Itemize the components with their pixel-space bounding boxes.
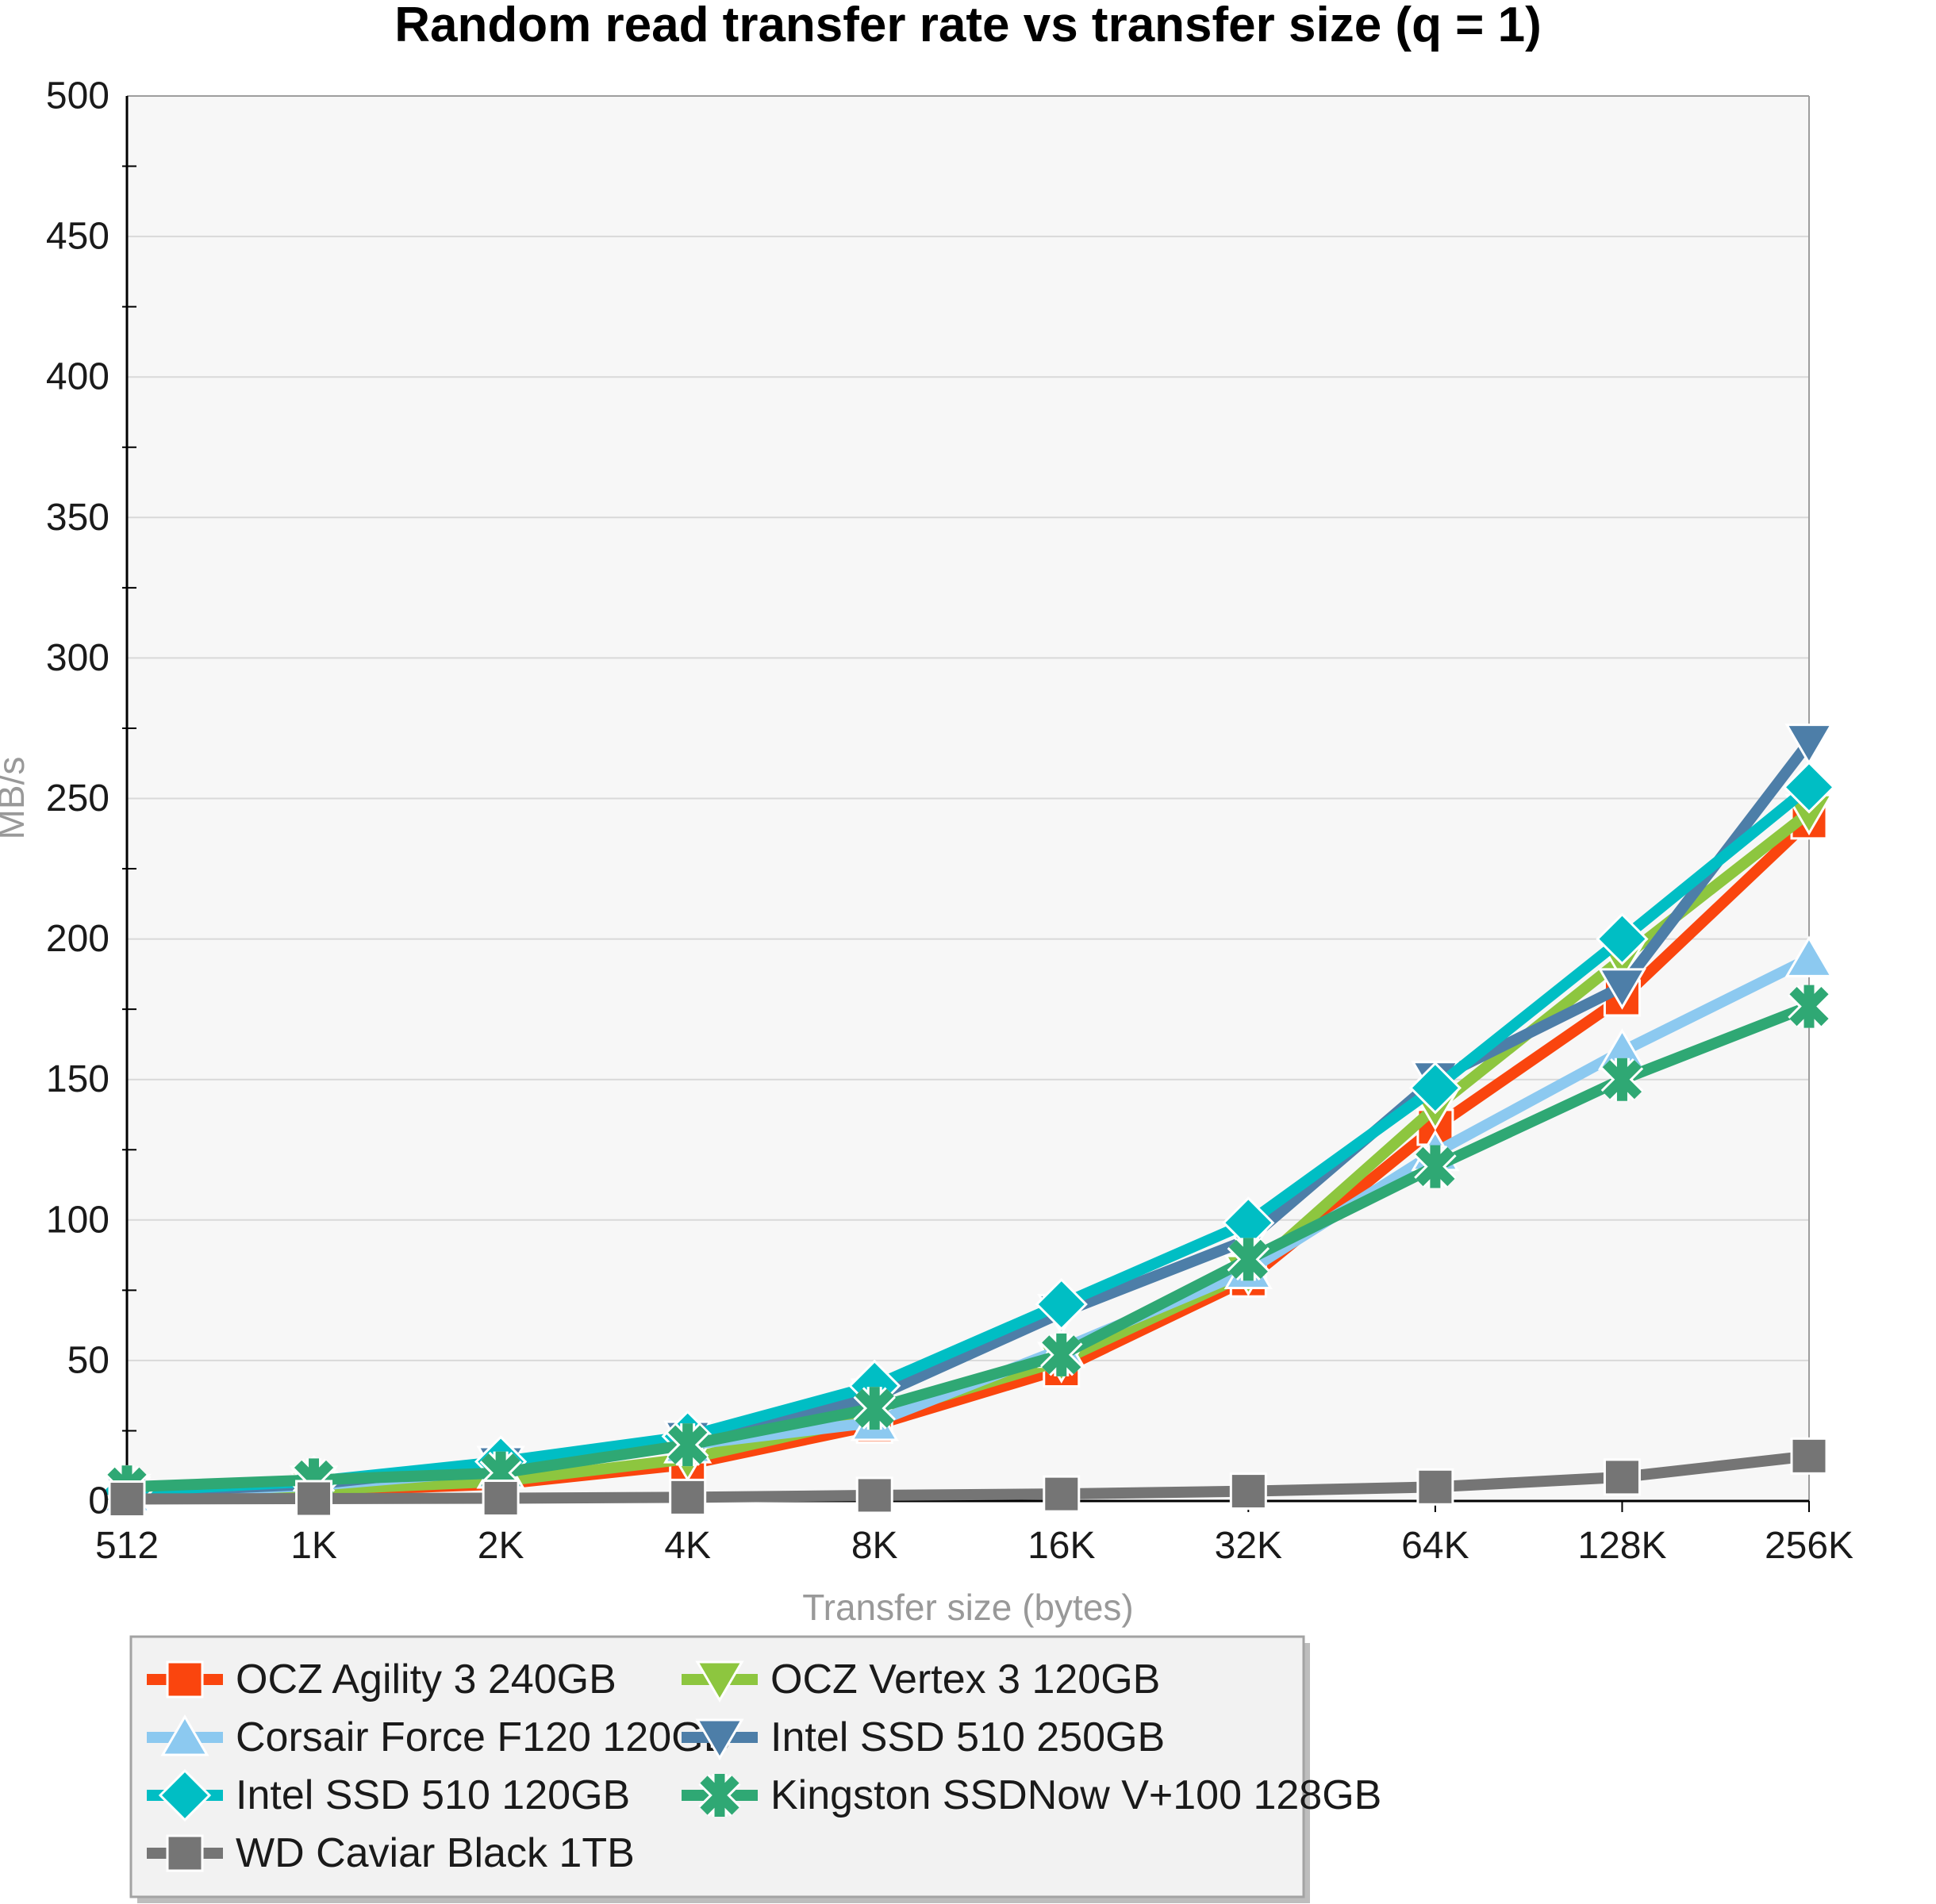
point-kingston-ssdnow-v-100-128gb-4K (666, 1423, 709, 1467)
point-intel-ssd-510-120gb-64K (1408, 1061, 1462, 1115)
legend-item-kingston-ssdnow-v-100-128gb: Kingston SSDNow V+100 128GB (682, 1772, 1381, 1818)
point-intel-ssd-510-120gb-16K (1035, 1277, 1088, 1331)
point-wd-caviar-black-1tb-512 (108, 1480, 146, 1518)
legend: OCZ Agility 3 240GB OCZ Vertex 3 120GB Cor… (129, 1635, 1381, 1903)
x-tick-label-256K: 256K (1765, 1525, 1853, 1567)
y-tick-label-50: 50 (67, 1339, 109, 1381)
point-wd-caviar-black-1tb-256K (1790, 1437, 1828, 1475)
x-tick-label-4K: 4K (664, 1525, 711, 1567)
y-tick-label-500: 500 (46, 75, 109, 117)
legend-marker-intel-ssd-510-120gb (158, 1768, 212, 1822)
plot-area (122, 95, 1810, 1512)
x-tick-label-64K: 64K (1401, 1525, 1469, 1567)
point-wd-caviar-black-1tb-2K (482, 1479, 520, 1517)
legend-label-wd-caviar-black-1tb: WD Caviar Black 1TB (236, 1830, 635, 1876)
point-wd-caviar-black-1tb-64K (1416, 1468, 1454, 1506)
y-tick-label-300: 300 (46, 637, 109, 679)
y-tick-label-350: 350 (46, 497, 109, 539)
point-kingston-ssdnow-v-100-128gb-32K (1227, 1238, 1270, 1281)
y-axis-title: MB/s (0, 757, 32, 840)
y-tick-label-450: 450 (46, 216, 109, 258)
x-tick-label-2K: 2K (478, 1525, 524, 1567)
point-kingston-ssdnow-v-100-128gb-16K (1040, 1333, 1083, 1376)
legend-item-intel-ssd-510-120gb: Intel SSD 510 120GB (147, 1768, 630, 1822)
y-tick-label-400: 400 (46, 356, 109, 398)
legend-item-ocz-agility-3-240gb: OCZ Agility 3 240GB (147, 1656, 617, 1702)
point-wd-caviar-black-1tb-32K (1229, 1472, 1267, 1511)
legend-label-intel-ssd-510-250gb: Intel SSD 510 250GB (770, 1714, 1165, 1760)
y-tick-label-150: 150 (46, 1058, 109, 1100)
x-tick-label-512: 512 (95, 1525, 159, 1567)
legend-label-intel-ssd-510-120gb: Intel SSD 510 120GB (236, 1772, 630, 1818)
series-wd-caviar-black-1tb (108, 1437, 1828, 1518)
point-wd-caviar-black-1tb-4K (669, 1478, 707, 1516)
y-tick-label-200: 200 (46, 918, 109, 960)
point-wd-caviar-black-1tb-16K (1043, 1475, 1081, 1513)
point-kingston-ssdnow-v-100-128gb-64K (1414, 1145, 1457, 1188)
y-tick-label-0: 0 (88, 1480, 109, 1522)
point-wd-caviar-black-1tb-128K (1603, 1458, 1641, 1496)
x-tick-label-16K: 16K (1028, 1525, 1095, 1567)
legend-item-ocz-vertex-3-120gb: OCZ Vertex 3 120GB (682, 1656, 1160, 1702)
y-tick-label-100: 100 (46, 1199, 109, 1241)
point-intel-ssd-510-250gb-256K (1784, 724, 1834, 766)
legend-marker-corsair-force-f120-120gb (160, 1714, 209, 1756)
x-axis-title: Transfer size (bytes) (802, 1587, 1134, 1628)
series-line-kingston-ssdnow-v-100-128gb (121, 1000, 1815, 1493)
axis-labels: 0 50 100 150 200 250 300 350 400 450 500 512 1K 2K 4K 8… (46, 75, 1853, 1568)
point-kingston-ssdnow-v-100-128gb-128K (1600, 1058, 1644, 1101)
legend-marker-ocz-vertex-3-120gb (695, 1660, 744, 1702)
point-kingston-ssdnow-v-100-128gb-8K (853, 1387, 896, 1430)
legend-marker-intel-ssd-510-250gb (695, 1718, 744, 1760)
legend-item-intel-ssd-510-250gb: Intel SSD 510 250GB (682, 1714, 1165, 1760)
legend-marker-kingston-ssdnow-v-100-128gb (698, 1774, 741, 1817)
x-tick-label-1K: 1K (290, 1525, 337, 1567)
chart-title: Random read transfer rate vs transfer si… (394, 0, 1541, 52)
x-tick-label-8K: 8K (851, 1525, 898, 1567)
y-tick-label-250: 250 (46, 777, 109, 820)
legend-item-wd-caviar-black-1tb: WD Caviar Black 1TB (147, 1830, 635, 1876)
legend-label-ocz-agility-3-240gb: OCZ Agility 3 240GB (236, 1656, 617, 1702)
legend-label-kingston-ssdnow-v-100-128gb: Kingston SSDNow V+100 128GB (770, 1772, 1381, 1818)
series-layer (100, 724, 1836, 1518)
point-wd-caviar-black-1tb-1K (295, 1480, 333, 1518)
legend-label-corsair-force-f120-120gb: Corsair Force F120 120GB (236, 1714, 731, 1760)
legend-marker-ocz-agility-3-240gb (166, 1660, 204, 1699)
point-wd-caviar-black-1tb-8K (855, 1476, 893, 1514)
legend-marker-wd-caviar-black-1tb (166, 1834, 204, 1872)
legend-label-ocz-vertex-3-120gb: OCZ Vertex 3 120GB (770, 1656, 1160, 1702)
series-line-wd-caviar-black-1tb (121, 1450, 1815, 1505)
point-kingston-ssdnow-v-100-128gb-256K (1788, 985, 1830, 1028)
point-intel-ssd-510-120gb-128K (1596, 912, 1649, 965)
x-tick-label-128K: 128K (1577, 1525, 1666, 1567)
point-intel-ssd-510-250gb-128K (1597, 968, 1647, 1010)
point-corsair-force-f120-120gb-256K (1784, 935, 1834, 977)
legend-item-corsair-force-f120-120gb: Corsair Force F120 120GB (147, 1714, 731, 1760)
x-tick-label-32K: 32K (1215, 1525, 1282, 1567)
point-intel-ssd-510-120gb-256K (1782, 761, 1836, 814)
